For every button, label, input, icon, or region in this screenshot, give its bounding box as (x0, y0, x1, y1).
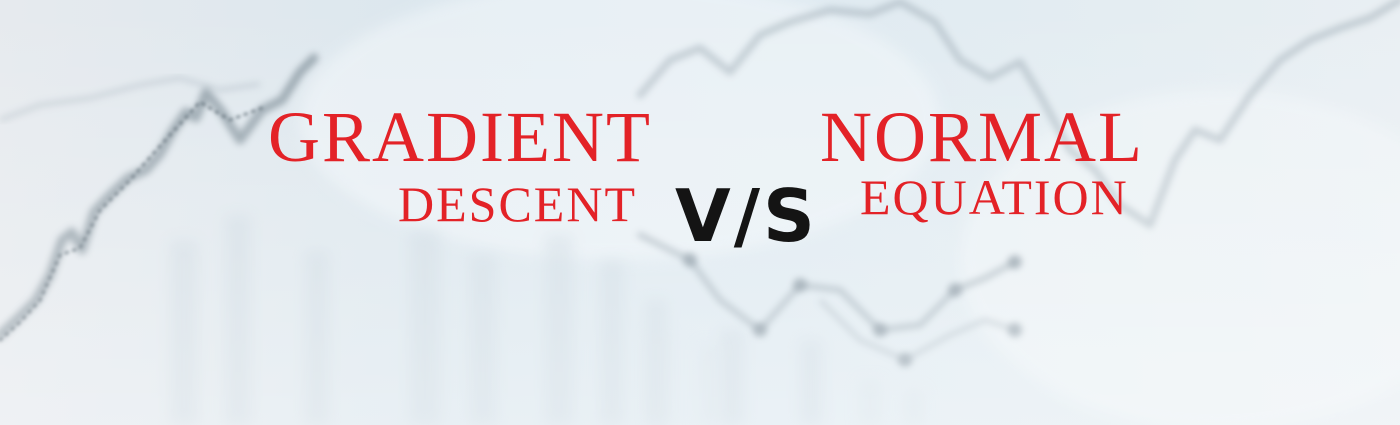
normal-title: NORMAL (820, 97, 1145, 177)
versus-label: V/S (675, 174, 818, 258)
descent-title: DESCENT (398, 176, 637, 232)
equation-title: EQUATION (860, 169, 1129, 225)
gradient-title: GRADIENT (268, 97, 652, 177)
